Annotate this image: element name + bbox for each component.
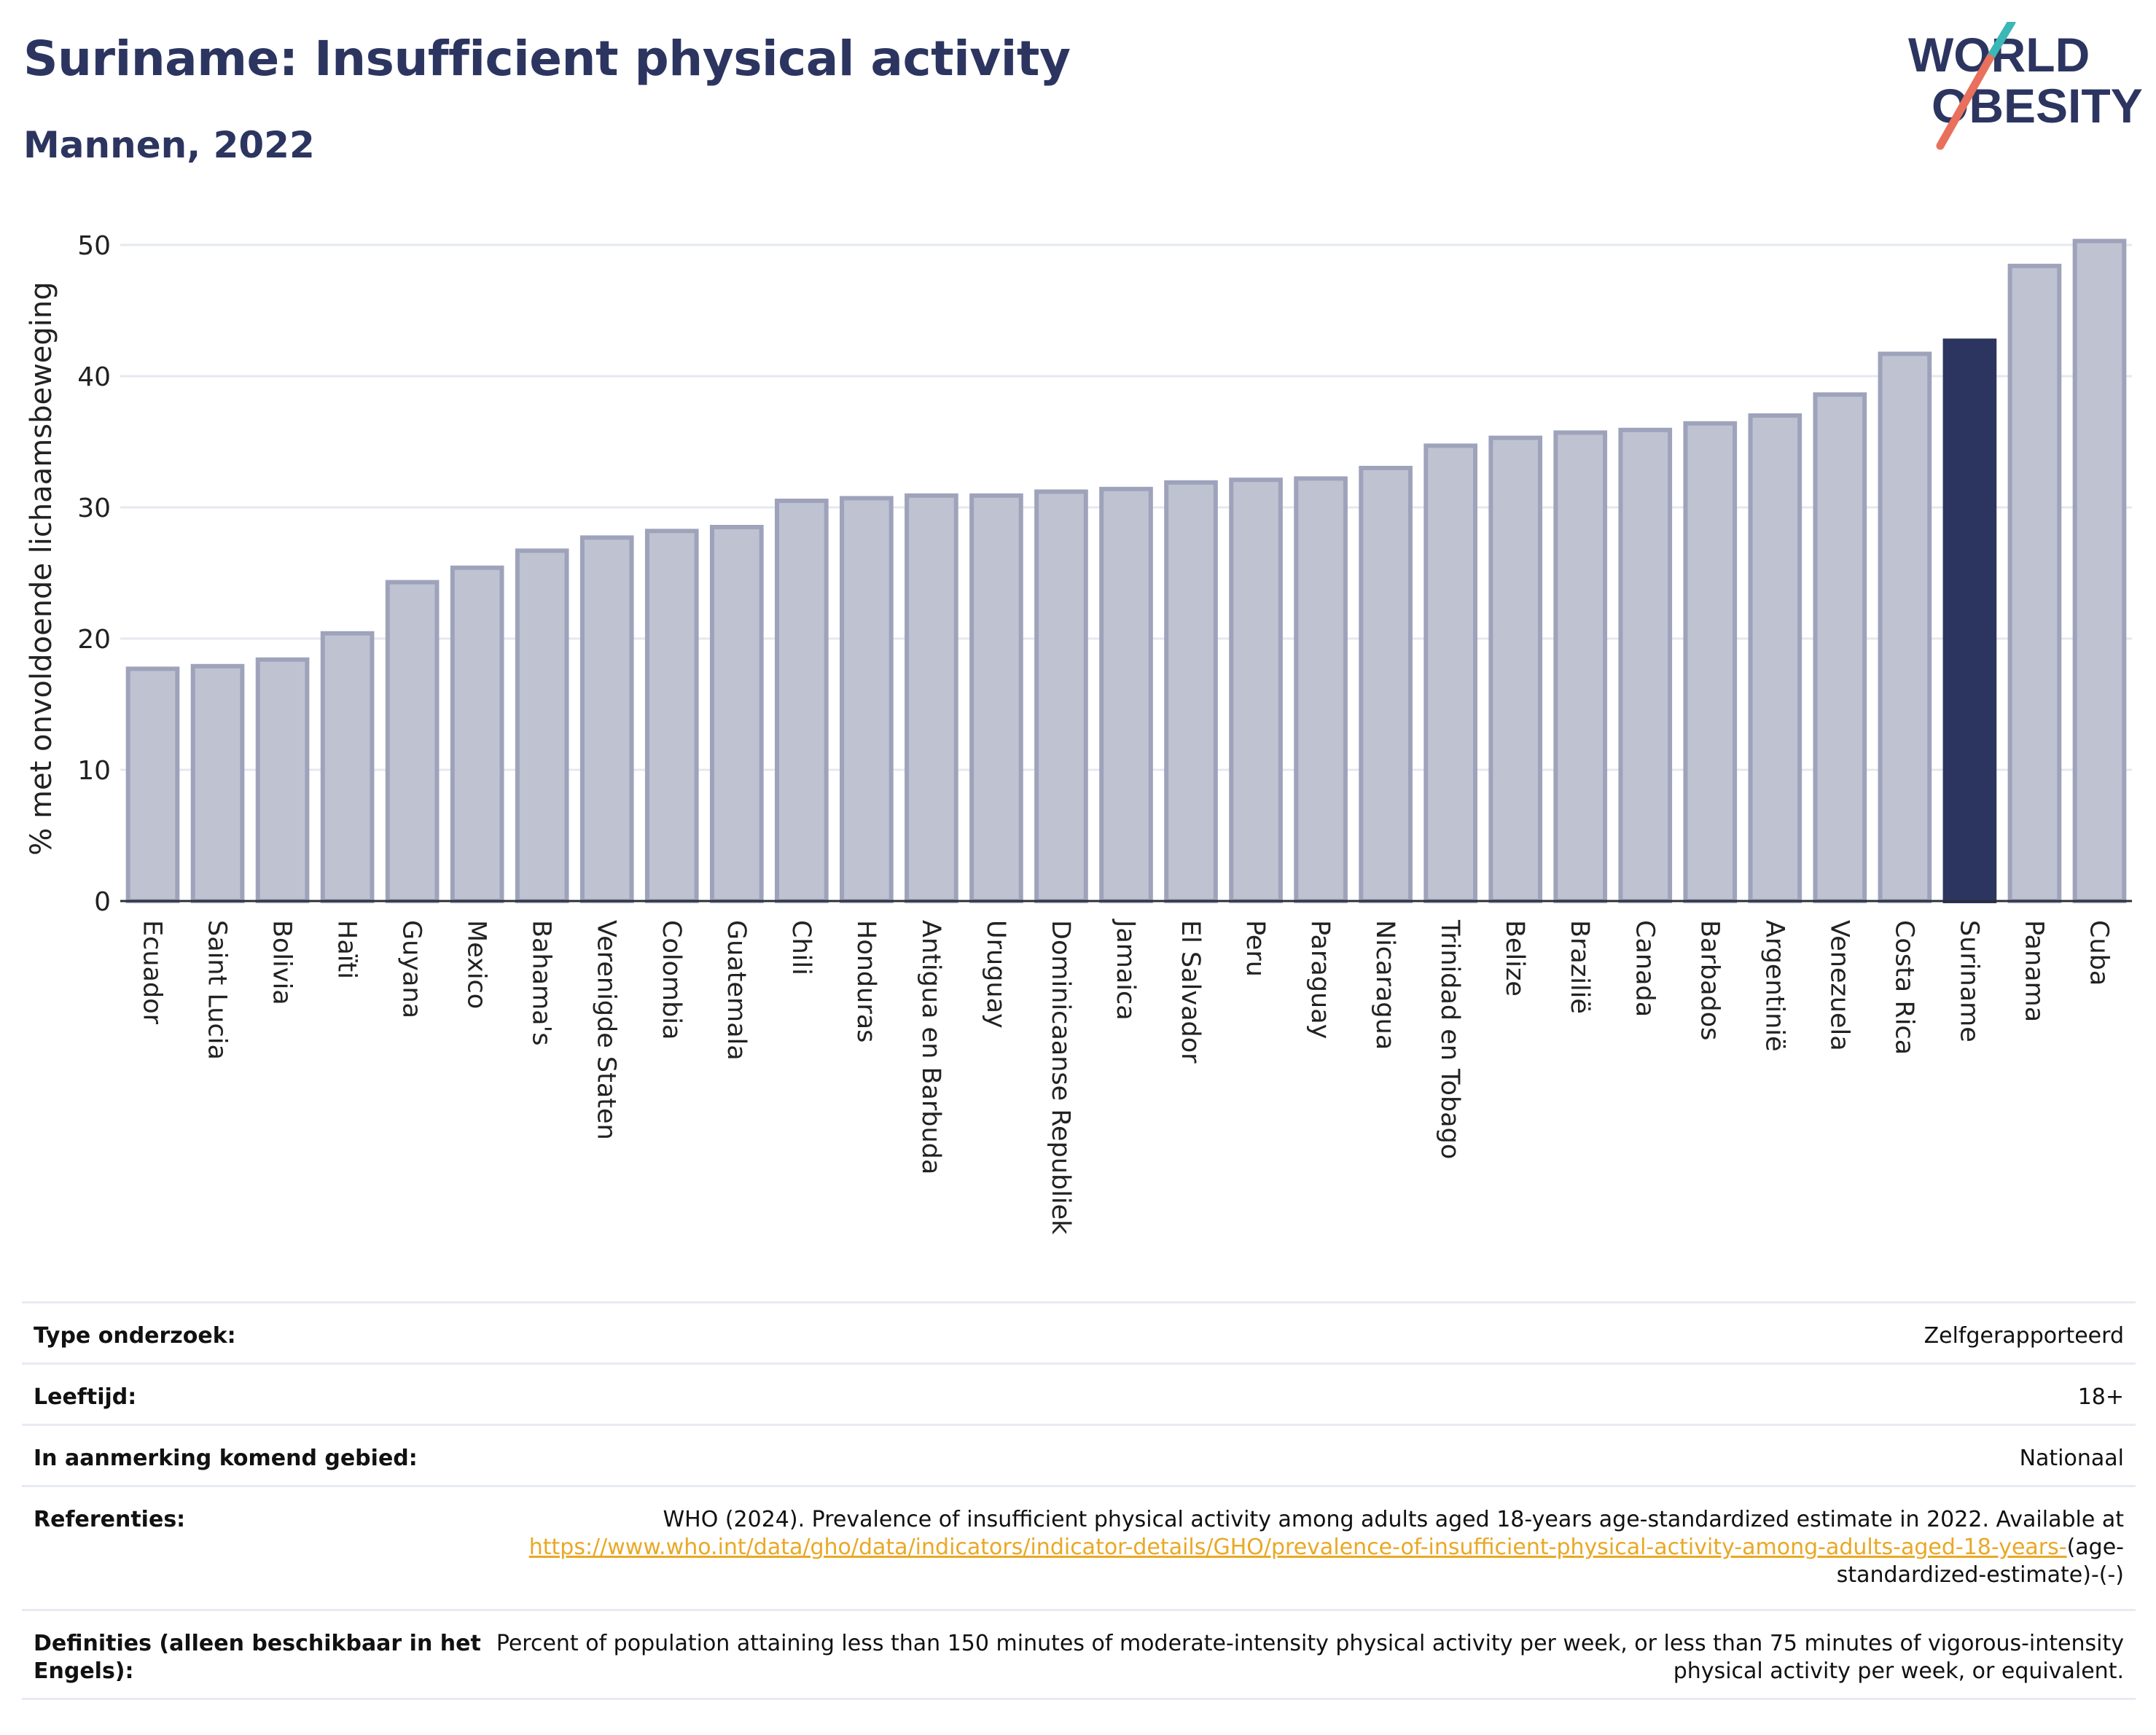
chart-subtitle: Mannen, 2022 (23, 124, 315, 166)
x-tick-label: Uruguay (981, 920, 1010, 1029)
age-label: Leeftijd: (34, 1384, 137, 1410)
bar-guyana (385, 580, 440, 903)
bars (125, 238, 2127, 904)
bar-el-salvador (1164, 480, 1218, 903)
info-row-area: In aanmerking komend gebied: Nationaal (22, 1424, 2136, 1485)
age-value: 18+ (2077, 1384, 2124, 1410)
bar-brazili- (1553, 430, 1608, 903)
survey-label: Type onderzoek: (34, 1323, 236, 1349)
x-tick-label: Panama (2019, 920, 2048, 1022)
y-tick-label: 20 (77, 625, 111, 655)
x-tick-label: Brazilië (1565, 920, 1594, 1014)
references-value: WHO (2024). Prevalence of insufficient p… (485, 1506, 2124, 1589)
bar-trinidad-en-tobago (1423, 443, 1477, 903)
x-tick-label: Suriname (1954, 920, 1983, 1042)
reference-tail: (age-standardized-estimate)-(-) (1836, 1535, 2124, 1588)
bar-honduras (840, 496, 894, 903)
bar-saint-lucia (190, 663, 245, 903)
x-tick-label: Bahama's (527, 920, 556, 1046)
chart-title: Suriname: Insufficient physical activity (23, 31, 1071, 87)
bar-chili (775, 499, 829, 903)
bar-belize (1488, 435, 1543, 903)
bar-dominicaanse-republiek (1034, 489, 1088, 903)
info-table: Type onderzoek: Zelfgerapporteerd Leefti… (22, 1301, 2136, 1700)
info-row-definitions: Definities (alleen beschikbaar in het En… (22, 1609, 2136, 1700)
bar-peru (1229, 477, 1283, 903)
bar-canada (1618, 427, 1673, 903)
x-tick-label: Cuba (2084, 920, 2113, 986)
bar-venezuela (1813, 392, 1867, 903)
y-tick-label: 40 (77, 362, 111, 392)
x-tick-label: Venezuela (1824, 920, 1854, 1051)
y-tick-label: 10 (77, 756, 111, 786)
definitions-value: Percent of population attaining less tha… (496, 1631, 2124, 1684)
x-tick-label: Guatemala (722, 920, 751, 1061)
x-tick-label: Guyana (397, 920, 426, 1018)
bar-verenigde-staten (579, 535, 634, 904)
x-tick-label: Barbados (1695, 920, 1724, 1040)
x-tick-label: Bolivia (267, 920, 297, 1005)
bar-bahama-s (515, 548, 569, 904)
x-tick-label: Jamaica (1111, 919, 1140, 1021)
info-row-references: Referenties: WHO (2024). Prevalence of i… (22, 1485, 2136, 1609)
bar-nicaragua (1359, 466, 1413, 903)
x-tick-label: Verenigde Staten (592, 920, 621, 1140)
reference-link[interactable]: https://www.who.int/data/gho/data/indica… (528, 1535, 2067, 1560)
x-tick-label: Belize (1500, 920, 1529, 997)
x-tick-label: Chili (786, 920, 816, 975)
bar-ha-ti (320, 631, 375, 903)
bar-costa-rica (1878, 351, 1932, 903)
logo-slash-coral (1936, 54, 1994, 150)
info-row-survey: Type onderzoek: Zelfgerapporteerd (22, 1301, 2136, 1362)
x-tick-label: Dominicaanse Republiek (1046, 920, 1075, 1235)
x-axis-tick-labels: Ecuador Saint Lucia Bolivia Haïti Guyana Mexi… (138, 919, 2114, 1235)
y-tick-label: 30 (77, 494, 111, 523)
references-label: Referenties: (34, 1507, 186, 1532)
bar-chart: 0 10 20 30 40 50 Ecuador Saint Lucia Bolivia Haï… (25, 231, 2132, 1235)
bar-colombia (644, 529, 699, 904)
x-tick-label: Canada (1630, 920, 1659, 1017)
logo-slash-teal (1985, 22, 2016, 63)
bar-barbados (1683, 421, 1738, 903)
area-value: Nationaal (2019, 1446, 2124, 1471)
x-tick-label: Saint Lucia (203, 920, 232, 1060)
info-row-age: Leeftijd: 18+ (22, 1362, 2136, 1424)
x-tick-label: Colombia (657, 920, 686, 1040)
bar-jamaica (1099, 486, 1153, 903)
definitions-label: Definities (alleen beschikbaar in het En… (34, 1631, 481, 1684)
y-tick-label: 0 (94, 887, 111, 917)
reference-text: WHO (2024). Prevalence of insufficient p… (663, 1507, 2124, 1532)
bar-uruguay (969, 493, 1023, 903)
x-tick-label: Argentinië (1759, 920, 1789, 1052)
survey-value: Zelfgerapporteerd (1923, 1323, 2124, 1349)
x-tick-label: Nicaragua (1370, 920, 1399, 1050)
bar-paraguay (1294, 476, 1348, 903)
x-tick-label: El Salvador (1176, 920, 1205, 1064)
x-tick-label: Haïti (332, 920, 362, 979)
x-tick-label: Mexico (462, 920, 491, 1009)
bar-argentini- (1748, 413, 1802, 903)
bar-guatemala (709, 525, 764, 903)
y-axis-ticks: 0 10 20 30 40 50 (77, 231, 111, 917)
x-tick-label: Ecuador (138, 920, 167, 1025)
world-obesity-logo: WORLD OBESITY (1908, 22, 2143, 150)
y-axis-label: % met onvoldoende lichaamsbeweging (25, 281, 58, 855)
x-tick-label: Trinidad en Tobago (1435, 919, 1464, 1159)
area-label: In aanmerking komend gebied: (34, 1446, 418, 1471)
bar-antigua-en-barbuda (905, 493, 958, 903)
bar-cuba (2072, 238, 2127, 904)
bar-panama (2007, 263, 2062, 903)
x-tick-label: Peru (1241, 920, 1270, 977)
x-tick-label: Honduras (851, 920, 880, 1042)
y-tick-label: 50 (77, 231, 111, 261)
bar-suriname (1942, 338, 1997, 903)
bar-bolivia (255, 657, 310, 903)
x-tick-label: Costa Rica (1889, 920, 1918, 1055)
bar-ecuador (125, 666, 180, 904)
bar-mexico (450, 565, 504, 903)
x-tick-label: Paraguay (1305, 920, 1335, 1039)
x-tick-label: Antigua en Barbuda (916, 920, 945, 1174)
